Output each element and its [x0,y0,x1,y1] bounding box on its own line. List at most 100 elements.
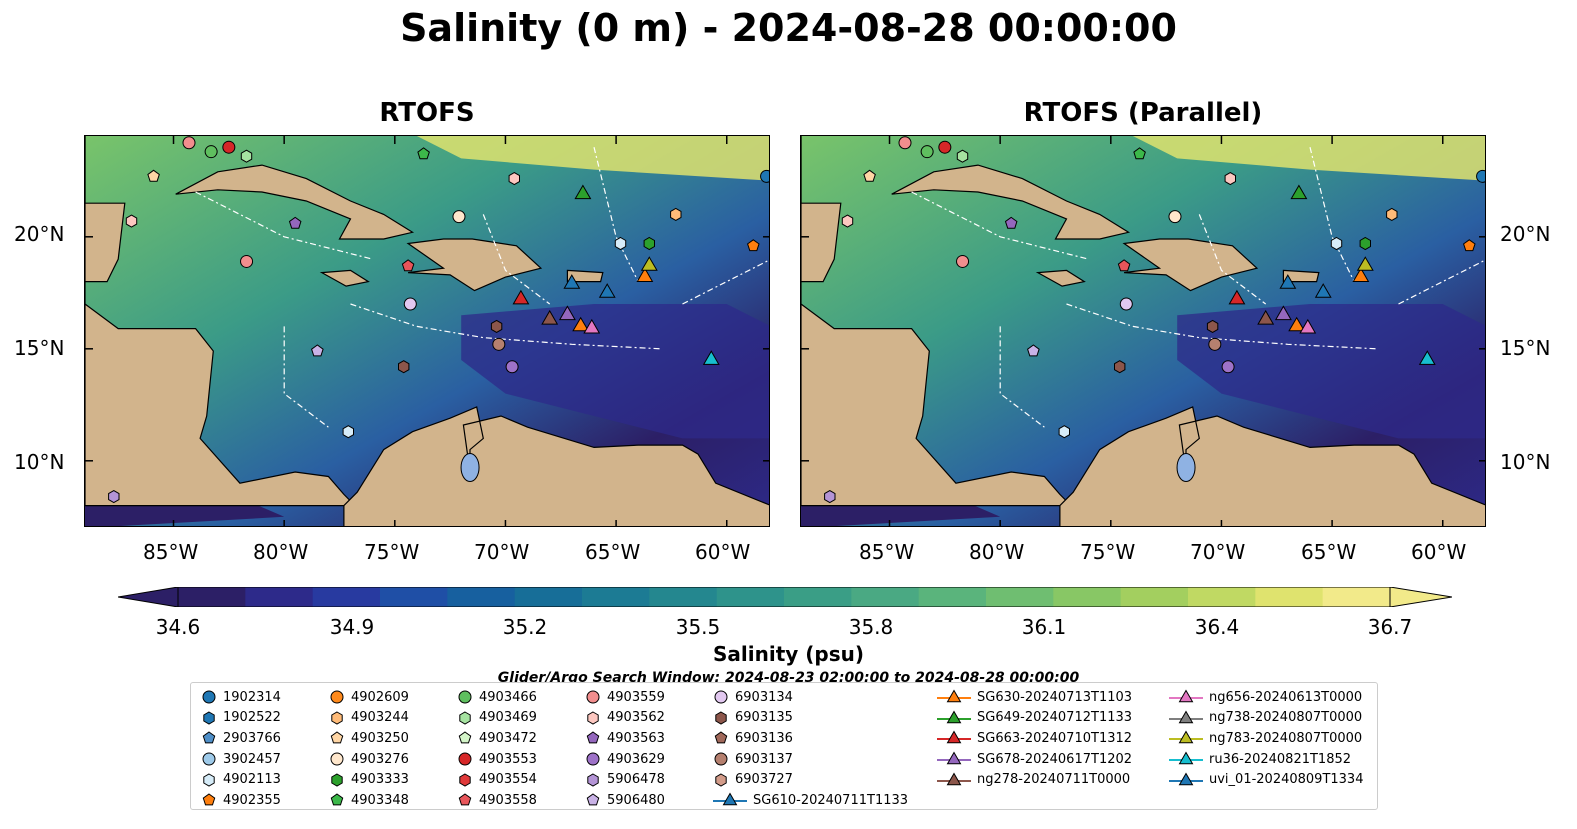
legend-item: 6903135 [713,708,908,729]
legend-item: ng656-20240613T0000 [1169,687,1363,708]
legend-item: SG663-20240710T1312 [937,728,1132,749]
glider-triangle-marker [946,710,962,724]
glider-triangle-marker [598,283,616,298]
legend-item: 4903563 [585,728,665,749]
colorbar-segment [582,587,650,607]
float-legend-icon [586,731,600,744]
legend-item: SG630-20240713T1103 [937,687,1132,708]
legend-label: uvi_01-20240809T1334 [1209,772,1364,788]
float-legend-icon [458,793,472,806]
argo-float-hexagon-marker [108,490,120,504]
legend-label: 4903563 [607,730,665,746]
float-legend-icon [714,752,728,766]
argo-float-circle-marker [920,145,934,159]
argo-float-pentagon-marker [147,169,160,182]
low-salinity-plume [461,304,769,439]
legend-label: 4903333 [351,772,409,788]
argo-float-circle-marker [1168,210,1182,224]
legend-label: 6903136 [735,730,793,746]
legend-label: 4902355 [223,792,281,808]
colorbar-segment [1053,587,1122,607]
argo-float-circle-marker [202,690,216,704]
argo-float-circle-marker [760,169,769,183]
glider-triangle-marker [572,316,590,332]
eez-boundary [482,214,551,305]
legend-column: 4903559 4903562 4903563 4903629 5906478 59064… [585,687,665,811]
eez-boundary [911,191,1089,260]
lat-label-15n-right: 15°N [1500,336,1551,360]
glider-triangle-marker [574,184,592,200]
lon-label-75w-left: 75°W [364,540,420,564]
glider-triangle-marker [1356,256,1374,271]
legend-label: SG663-20240710T1312 [977,730,1133,746]
argo-float-pentagon-marker [747,239,760,252]
colorbar-segment [649,587,718,607]
argo-float-circle-marker [492,337,506,351]
legend: 1902314 1902522 2903766 3902457 4902113 49023… [190,682,1378,810]
glider-triangle-marker [1178,710,1194,724]
argo-float-circle-marker [586,752,600,766]
colorbar-label: Salinity (psu) [712,642,864,666]
argo-float-circle-marker [956,254,970,268]
glider-triangle-marker [640,256,658,271]
lat-label-10n-left: 10°N [14,450,65,474]
panel-title-rtofs-parallel: RTOFS (Parallel) [1023,98,1263,128]
high-salinity-north [416,136,769,181]
glider-triangle-marker [541,309,559,325]
legend-label: ng738-20240807T0000 [1209,710,1363,726]
colorbar-extend-high [1389,586,1453,608]
legend-column: SG630-20240713T1103 SG649-20240712T1133 SG… [937,687,1132,790]
colorbar-segment [312,587,381,607]
float-legend-icon [203,773,215,787]
glider-triangle-marker [563,274,581,289]
float-legend-icon [202,690,216,704]
argo-float-hexagon-marker [643,236,655,251]
legend-label: 6903135 [735,710,793,726]
argo-float-hexagon-marker [508,172,520,186]
colorbar-tick-label: 34.6 [155,615,201,639]
legend-item: 4903553 [457,749,537,770]
glider-triangle-marker [1279,274,1297,289]
legend-label: 2903766 [223,730,281,746]
argo-float-circle-marker [330,752,344,766]
legend-item: 4902113 [201,769,281,790]
float-legend-icon [586,793,600,806]
land-mass [1122,238,1259,292]
legend-label: 4903553 [479,751,537,767]
glider-triangle-marker [1274,305,1292,321]
argo-float-hexagon-marker [715,711,727,725]
legend-label: 4903244 [351,710,409,726]
legend-item: 5906480 [585,790,665,811]
map-panel-rtofs-parallel[interactable] [800,135,1486,527]
glider-triangle-marker [1290,184,1308,200]
map-panel-rtofs[interactable] [84,135,770,527]
legend-label: SG610-20240711T1133 [753,792,909,808]
float-legend-icon [330,690,344,704]
glider-triangle-marker [558,305,576,321]
legend-item: 4903244 [329,708,409,729]
argo-float-pentagon-marker [311,344,324,357]
legend-item: ng738-20240807T0000 [1169,708,1363,729]
legend-item: SG678-20240617T1202 [937,749,1132,770]
argo-float-pentagon-marker [1004,216,1018,229]
land-mass [343,406,769,526]
argo-float-hexagon-marker [841,214,854,228]
land-mass [175,164,415,240]
argo-float-pentagon-marker [586,793,600,806]
float-legend-icon [330,731,344,744]
float-legend-icon [202,793,216,806]
colorbar-svg [117,586,1453,608]
argo-float-pentagon-marker [288,216,302,229]
land-mass [1059,406,1485,526]
legend-label: 5906480 [607,792,665,808]
float-legend-icon [458,731,472,744]
float-legend-icon [587,773,599,787]
legend-label: 5906478 [607,772,665,788]
colorbar-segment [1322,587,1391,607]
eez-boundary [1398,259,1485,305]
argo-float-circle-marker [1119,297,1133,311]
colorbar-extend-low [117,586,179,608]
lon-label-60w-right: 60°W [1411,540,1467,564]
argo-float-circle-marker [898,136,912,150]
lake-maracaibo [1176,453,1196,483]
